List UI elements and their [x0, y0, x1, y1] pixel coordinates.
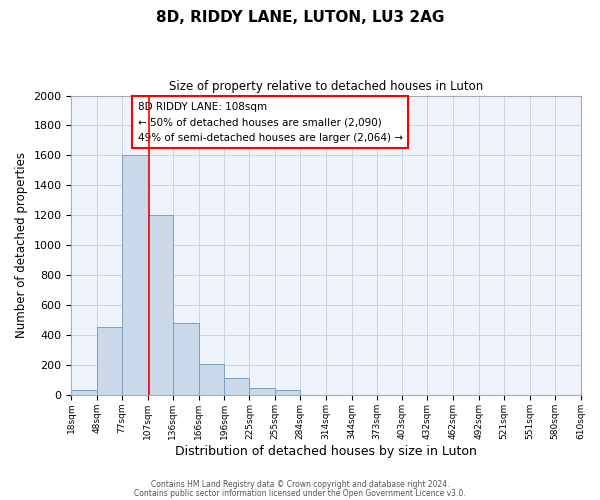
Text: 8D, RIDDY LANE, LUTON, LU3 2AG: 8D, RIDDY LANE, LUTON, LU3 2AG — [156, 10, 444, 25]
Bar — [122, 156, 148, 395]
Bar — [148, 216, 173, 395]
Bar — [275, 390, 300, 395]
Bar — [224, 378, 250, 395]
Bar — [173, 323, 199, 395]
X-axis label: Distribution of detached houses by size in Luton: Distribution of detached houses by size … — [175, 444, 477, 458]
Text: 8D RIDDY LANE: 108sqm
← 50% of detached houses are smaller (2,090)
49% of semi-d: 8D RIDDY LANE: 108sqm ← 50% of detached … — [137, 102, 403, 142]
Text: Contains HM Land Registry data © Crown copyright and database right 2024.: Contains HM Land Registry data © Crown c… — [151, 480, 449, 489]
Bar — [250, 388, 275, 395]
Bar — [199, 364, 224, 395]
Title: Size of property relative to detached houses in Luton: Size of property relative to detached ho… — [169, 80, 483, 93]
Text: Contains public sector information licensed under the Open Government Licence v3: Contains public sector information licen… — [134, 488, 466, 498]
Y-axis label: Number of detached properties: Number of detached properties — [15, 152, 28, 338]
Bar — [97, 327, 122, 395]
Bar — [71, 390, 97, 395]
